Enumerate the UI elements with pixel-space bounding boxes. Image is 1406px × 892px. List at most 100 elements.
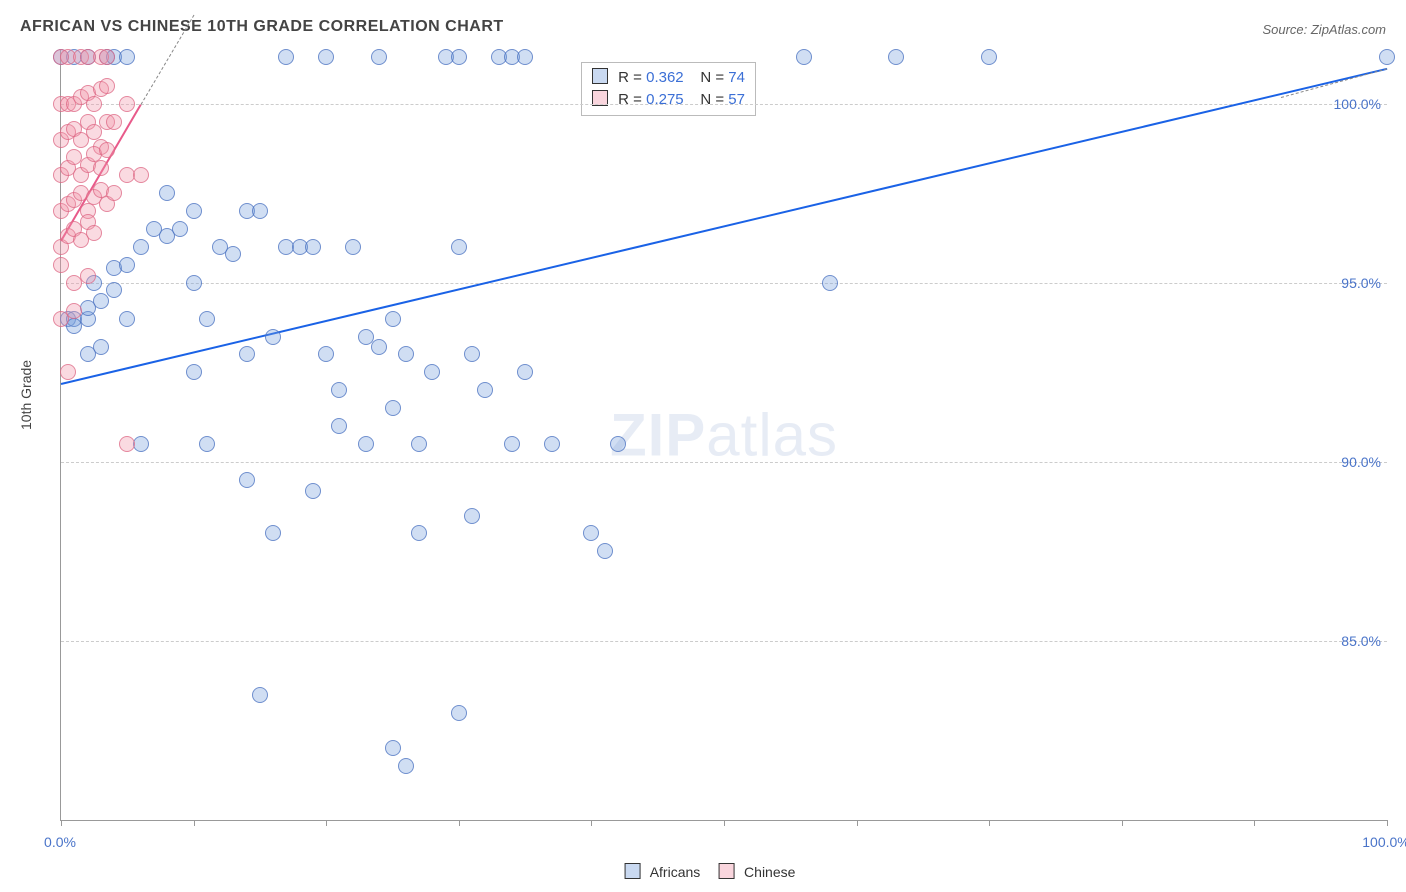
y-axis-label: 10th Grade xyxy=(18,360,34,430)
x-tick xyxy=(989,820,990,826)
data-point xyxy=(981,49,997,65)
data-point xyxy=(398,346,414,362)
stat-n-label: N = xyxy=(700,69,724,86)
data-point xyxy=(99,142,115,158)
data-point xyxy=(53,257,69,273)
chart-title: AFRICAN VS CHINESE 10TH GRADE CORRELATIO… xyxy=(20,18,504,36)
x-tick xyxy=(459,820,460,826)
x-tick xyxy=(326,820,327,826)
data-point xyxy=(119,436,135,452)
stat-r-africans: 0.362 xyxy=(646,69,684,86)
data-point xyxy=(86,225,102,241)
legend-swatch-chinese-icon xyxy=(718,863,734,879)
data-point xyxy=(411,436,427,452)
data-point xyxy=(544,436,560,452)
data-point xyxy=(99,78,115,94)
x-tick xyxy=(1122,820,1123,826)
data-point xyxy=(106,114,122,130)
data-point xyxy=(305,483,321,499)
data-point xyxy=(106,282,122,298)
data-point xyxy=(331,382,347,398)
data-point xyxy=(451,49,467,65)
data-point xyxy=(318,49,334,65)
legend: Africans Chinese xyxy=(611,863,796,880)
data-point xyxy=(398,758,414,774)
data-point xyxy=(424,364,440,380)
data-point xyxy=(133,239,149,255)
data-point xyxy=(464,346,480,362)
y-tick-label: 95.0% xyxy=(1341,275,1381,291)
data-point xyxy=(583,525,599,541)
data-point xyxy=(796,49,812,65)
data-point xyxy=(517,364,533,380)
legend-label-chinese: Chinese xyxy=(744,864,795,880)
data-point xyxy=(186,275,202,291)
data-point xyxy=(318,346,334,362)
y-tick-label: 90.0% xyxy=(1341,454,1381,470)
data-point xyxy=(252,203,268,219)
gridline xyxy=(61,641,1387,642)
y-tick-label: 100.0% xyxy=(1334,96,1381,112)
x-tick-label: 100.0% xyxy=(1362,834,1406,850)
watermark-zip: ZIP xyxy=(610,402,706,469)
data-point xyxy=(119,96,135,112)
data-point xyxy=(305,239,321,255)
data-point xyxy=(610,436,626,452)
data-point xyxy=(411,525,427,541)
data-point xyxy=(133,167,149,183)
x-tick xyxy=(724,820,725,826)
chart-container: AFRICAN VS CHINESE 10TH GRADE CORRELATIO… xyxy=(0,0,1406,892)
stats-row-chinese: R = 0.275 N = 57 xyxy=(592,89,745,111)
gridline xyxy=(61,104,1387,105)
data-point xyxy=(888,49,904,65)
data-point xyxy=(80,268,96,284)
plot-area: ZIPatlas R = 0.362 N = 74 R = 0.275 N = … xyxy=(60,50,1387,821)
x-tick-label: 0.0% xyxy=(44,834,76,850)
stats-box: R = 0.362 N = 74 R = 0.275 N = 57 xyxy=(581,62,756,116)
data-point xyxy=(331,418,347,434)
x-tick xyxy=(1387,820,1388,826)
data-point xyxy=(1379,49,1395,65)
data-point xyxy=(451,239,467,255)
data-point xyxy=(451,705,467,721)
data-point xyxy=(93,293,109,309)
data-point xyxy=(597,543,613,559)
data-point xyxy=(252,687,268,703)
data-point xyxy=(358,436,374,452)
x-tick xyxy=(61,820,62,826)
data-point xyxy=(93,160,109,176)
data-point xyxy=(186,364,202,380)
data-point xyxy=(385,311,401,327)
x-tick xyxy=(857,820,858,826)
data-point xyxy=(225,246,241,262)
data-point xyxy=(265,525,281,541)
gridline xyxy=(61,462,1387,463)
x-tick xyxy=(591,820,592,826)
stats-row-africans: R = 0.362 N = 74 xyxy=(592,67,745,89)
trendline-extension xyxy=(1281,68,1387,98)
data-point xyxy=(822,275,838,291)
data-point xyxy=(159,185,175,201)
stat-r-chinese: 0.275 xyxy=(646,91,684,108)
data-point xyxy=(477,382,493,398)
data-point xyxy=(385,400,401,416)
legend-swatch-africans-icon xyxy=(625,863,641,879)
data-point xyxy=(239,346,255,362)
data-point xyxy=(199,436,215,452)
x-tick xyxy=(1254,820,1255,826)
data-point xyxy=(86,96,102,112)
data-point xyxy=(99,49,115,65)
data-point xyxy=(385,740,401,756)
data-point xyxy=(60,364,76,380)
gridline xyxy=(61,283,1387,284)
data-point xyxy=(93,339,109,355)
data-point xyxy=(345,239,361,255)
data-point xyxy=(119,49,135,65)
data-point xyxy=(186,203,202,219)
source-label: Source: ZipAtlas.com xyxy=(1262,22,1386,37)
swatch-africans-icon xyxy=(592,68,608,84)
data-point xyxy=(119,311,135,327)
data-point xyxy=(371,339,387,355)
stat-n-label: N = xyxy=(700,91,724,108)
data-point xyxy=(199,311,215,327)
